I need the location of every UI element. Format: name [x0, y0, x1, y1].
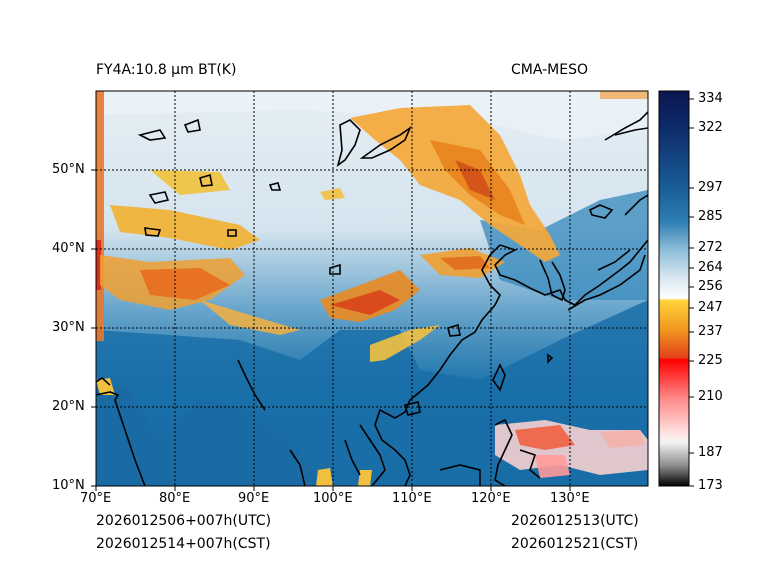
map-frame [95, 90, 649, 487]
colorbar-ticks [689, 98, 694, 487]
lat-tick-label: 30°N [52, 320, 85, 335]
colorbar-tick-label: 210 [698, 389, 723, 404]
lon-tick-label: 70°E [80, 491, 112, 506]
lon-tick-label: 80°E [159, 491, 191, 506]
colorbar-tick-label: 256 [698, 279, 723, 294]
cst-valid-time: 2026012521(CST) [511, 536, 639, 552]
coastlines [96, 111, 648, 486]
colorbar [659, 91, 689, 486]
lon-tick-label: 100°E [313, 491, 353, 506]
lon-tick-label: 110°E [392, 491, 432, 506]
utc-init-time: 2026012506+007h(UTC) [96, 513, 272, 529]
lon-tick-label: 90°E [238, 491, 270, 506]
colorbar-tick-label: 225 [698, 353, 723, 368]
colorbar-tick-label: 173 [698, 478, 723, 493]
lon-tick-label: 120°E [471, 491, 511, 506]
cst-init-time: 2026012514+007h(CST) [96, 536, 271, 552]
colorbar-tick-label: 187 [698, 445, 723, 460]
lat-tick-label: 10°N [52, 478, 85, 493]
colorbar-tick-label: 297 [698, 180, 723, 195]
lon-tick-label: 130°E [550, 491, 590, 506]
colorbar-tick-label: 247 [698, 300, 723, 315]
lat-tick-label: 40°N [52, 241, 85, 256]
lat-tick-label: 50°N [52, 162, 85, 177]
colorbar-tick-label: 322 [698, 120, 723, 135]
lat-tick-label: 20°N [52, 399, 85, 414]
brightness-temperature-field [96, 91, 648, 486]
colorbar-tick-label: 237 [698, 324, 723, 339]
graticule [96, 91, 648, 486]
colorbar-frame [658, 90, 690, 487]
map-title-right: CMA-MESO [511, 62, 589, 78]
colorbar-tick-label: 334 [698, 91, 723, 106]
map-title-left: FY4A:10.8 µm BT(K) [96, 62, 237, 78]
colorbar-tick-label: 272 [698, 240, 723, 255]
colorbar-tick-label: 264 [698, 260, 723, 275]
axis-ticks [91, 169, 571, 491]
utc-valid-time: 2026012513(UTC) [511, 513, 639, 529]
colorbar-tick-label: 285 [698, 209, 723, 224]
